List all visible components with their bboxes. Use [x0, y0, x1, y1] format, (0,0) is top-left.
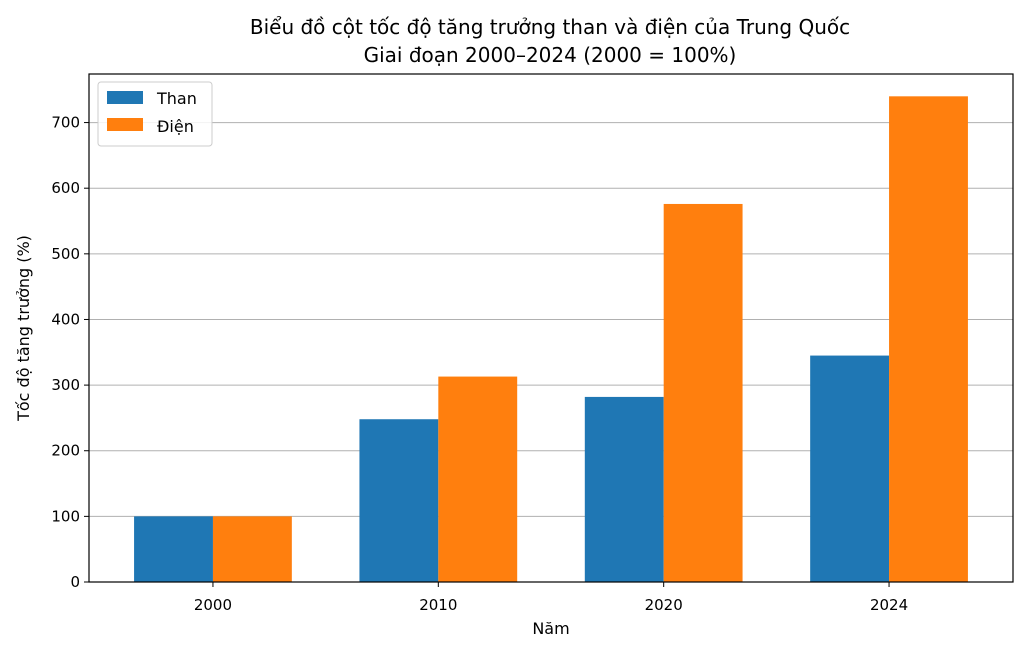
y-tick-label: 400: [51, 310, 80, 328]
legend: Than Điện: [97, 81, 213, 147]
legend-swatch-than: [107, 91, 143, 104]
bar-dien-2000: [212, 516, 292, 582]
y-tick-label: 100: [51, 507, 80, 525]
x-axis-ticks: 2000 2010 2020 2024: [194, 582, 908, 614]
plot-frame: [88, 73, 1014, 583]
legend-swatch-dien: [107, 118, 143, 131]
y-tick-label: 600: [51, 179, 80, 197]
bar-than-2020: [584, 396, 664, 582]
x-axis-label: Năm: [532, 619, 569, 638]
bar-than-2000: [134, 516, 213, 582]
x-tick-label: 2000: [194, 596, 232, 614]
bars: [134, 96, 968, 582]
bar-dien-2020: [663, 203, 743, 582]
bar-than-2024: [810, 355, 890, 582]
y-tick-label: 200: [51, 442, 80, 460]
bar-dien-2010: [438, 376, 518, 582]
legend-label-than: Than: [156, 89, 197, 108]
y-axis-label: Tốc độ tăng trưởng (%): [14, 235, 33, 422]
x-tick-label: 2020: [645, 596, 683, 614]
y-tick-label: 700: [51, 114, 80, 132]
y-tick-label: 0: [70, 573, 80, 591]
y-tick-label: 500: [51, 245, 80, 263]
gridlines: [89, 122, 1013, 517]
bar-dien-2024: [889, 96, 968, 582]
x-tick-label: 2024: [870, 596, 908, 614]
chart-title: Biểu đồ cột tốc độ tăng trưởng than và đ…: [250, 15, 850, 39]
y-tick-label: 300: [51, 376, 80, 394]
x-tick-label: 2010: [419, 596, 457, 614]
bar-than-2010: [359, 419, 439, 582]
chart-subtitle: Giai đoạn 2000–2024 (2000 = 100%): [364, 43, 737, 67]
y-axis-ticks: 0 100 200 300 400 500 600 700: [51, 114, 89, 591]
legend-label-dien: Điện: [157, 117, 194, 136]
